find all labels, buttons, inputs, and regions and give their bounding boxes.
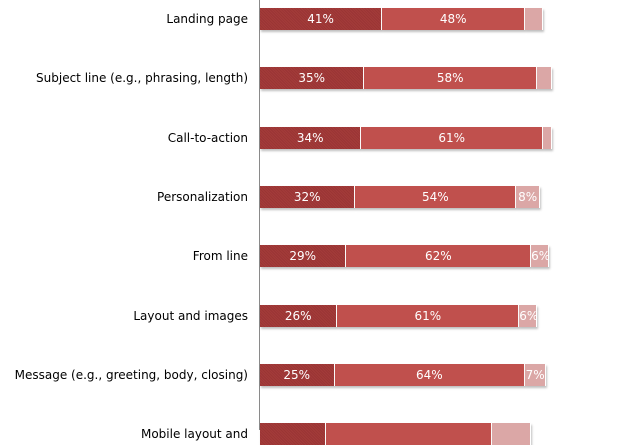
- bar-segment-1: 34%: [260, 126, 362, 149]
- data-label: 8%: [518, 189, 538, 204]
- category-label: Subject line (e.g., phrasing, length): [36, 71, 248, 86]
- data-label: 61%: [414, 308, 442, 323]
- data-label: 41%: [307, 12, 334, 26]
- data-label: 29%: [289, 249, 317, 264]
- bar-segment-1: 41%: [260, 8, 383, 30]
- data-label: 34%: [296, 130, 324, 145]
- bar-segment-1: 35%: [260, 67, 365, 90]
- bar-segment-3: 6%: [519, 304, 538, 327]
- data-label: 26%: [284, 308, 312, 323]
- category-label: Personalization: [157, 189, 248, 204]
- bar-segment-2: 61%: [337, 304, 520, 327]
- data-label: 54%: [421, 189, 449, 204]
- bar-segment-3: 6%: [531, 245, 550, 268]
- category-label: Message (e.g., greeting, body, closing): [14, 367, 248, 382]
- category-label: Call-to-action: [167, 130, 248, 145]
- data-label: 64%: [416, 367, 443, 382]
- category-axis: [259, 0, 260, 430]
- data-label: 7%: [525, 367, 545, 382]
- bar-segment-1: 25%: [260, 363, 335, 386]
- data-label: 48%: [439, 12, 467, 26]
- bar-segment-1: [260, 423, 326, 445]
- bar-segment-2: 48%: [382, 8, 526, 30]
- bar-segment-2: [325, 423, 493, 445]
- bar-segment-3: [525, 8, 544, 30]
- bar-segment-1: 32%: [260, 185, 356, 208]
- data-label: 35%: [298, 71, 325, 86]
- bar-segment-2: 54%: [355, 185, 517, 208]
- stacked-bar-chart: Landing page 41% 48% Subject line (e.g., ph…: [14, 0, 553, 445]
- bar-segment-3: [543, 126, 553, 149]
- data-label: 25%: [283, 367, 311, 382]
- bar-segment-2: 64%: [334, 363, 526, 386]
- bar-segment-3: [537, 67, 553, 90]
- category-label: Layout and images: [133, 308, 248, 323]
- data-label: 62%: [424, 249, 452, 264]
- category-label: Landing page: [166, 12, 248, 26]
- category-label: Mobile layout and: [140, 427, 248, 442]
- bar-segment-3: [492, 423, 532, 445]
- bar-segment-1: 26%: [260, 304, 338, 327]
- bar-segment-2: 58%: [364, 67, 538, 90]
- data-label: 6%: [519, 308, 538, 323]
- bar-segment-3: 7%: [525, 363, 547, 386]
- data-label: 61%: [438, 130, 466, 145]
- bar-segment-1: 29%: [260, 245, 347, 268]
- bar-segment-3: 8%: [516, 185, 541, 208]
- data-label: 32%: [293, 189, 321, 204]
- bar-segment-2: 62%: [346, 245, 532, 268]
- bar-segment-2: 61%: [361, 126, 544, 149]
- data-label: 58%: [436, 71, 464, 86]
- category-label: From line: [192, 249, 248, 264]
- data-label: 6%: [531, 249, 550, 264]
